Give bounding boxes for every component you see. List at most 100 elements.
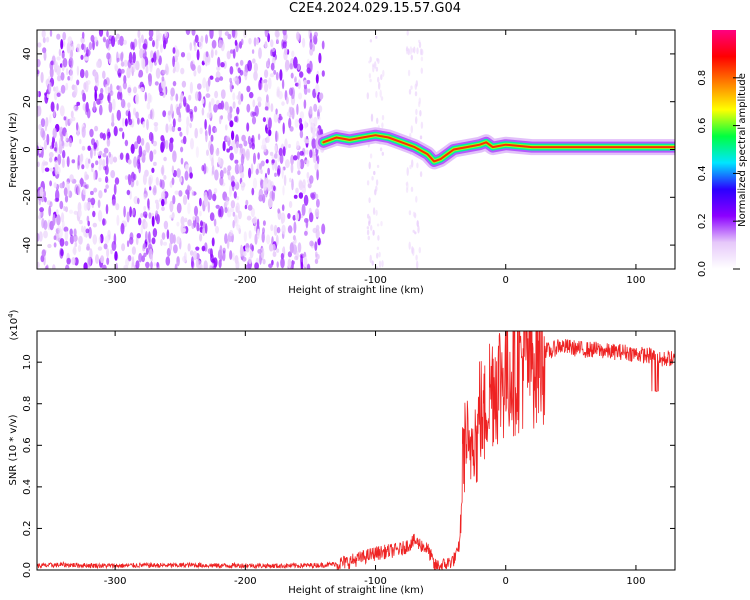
heatmap-cell (286, 111, 290, 117)
heatmap-cell (129, 232, 134, 241)
heatmap-cell (85, 228, 90, 234)
heatmap-cell (193, 44, 197, 52)
heatmap-cell (156, 261, 159, 268)
heatmap-cell (273, 185, 276, 192)
heatmap-cell (109, 83, 113, 93)
heatmap-cell (313, 36, 318, 45)
heatmap-cell (121, 243, 126, 252)
heatmap-cell (409, 164, 412, 170)
heatmap-cell (122, 81, 127, 90)
heatmap-cell (90, 197, 96, 206)
heatmap-cell (41, 218, 45, 229)
snr-y-axis: 0.0 0.2 0.4 0.6 0.8 1.0 (22, 354, 675, 578)
heatmap-cell (229, 250, 233, 260)
heatmap-cell (290, 72, 294, 79)
heatmap-cell (97, 199, 101, 209)
heatmap-cell (142, 58, 146, 70)
heatmap-cell (418, 97, 421, 105)
x-tick-label: -300 (104, 576, 127, 587)
heatmap-cell (239, 144, 243, 154)
heatmap-cell (300, 254, 303, 267)
heatmap-cell (226, 148, 230, 153)
heatmap-cell (88, 42, 93, 51)
heatmap-cell (182, 194, 188, 206)
heatmap-cell (229, 120, 234, 128)
heatmap-cell (280, 212, 286, 224)
heatmap-cell (280, 253, 284, 260)
heatmap-cell (270, 49, 273, 57)
heatmap-cell (37, 145, 40, 157)
heatmap-cell (186, 52, 192, 61)
heatmap-cell (174, 190, 179, 195)
heatmap-cell (43, 139, 48, 150)
heatmap-cell (64, 142, 69, 147)
heatmap-cell (217, 208, 222, 218)
heatmap-cell (201, 98, 205, 104)
heatmap-cell (268, 77, 272, 90)
heatmap-cell (189, 172, 193, 179)
heatmap-cell (226, 209, 232, 218)
heatmap-cell (245, 247, 250, 253)
heatmap-cell (149, 186, 152, 191)
heatmap-cell (93, 170, 96, 181)
heatmap-cell (294, 77, 297, 83)
heatmap-cell (56, 75, 62, 82)
heatmap-cell (316, 155, 320, 165)
heatmap-cell (412, 211, 416, 217)
heatmap-cell (169, 214, 173, 219)
heatmap-cell (420, 121, 424, 129)
heatmap-cell (106, 128, 111, 140)
heatmap-cell (48, 151, 54, 158)
heatmap-cell (207, 248, 213, 254)
heatmap-cell (46, 133, 50, 146)
heatmap-cell (276, 261, 279, 268)
heatmap-cell (161, 191, 166, 200)
heatmap-cell (222, 250, 226, 262)
heatmap-cell (69, 69, 74, 82)
heatmap-cell (275, 108, 278, 115)
heatmap-cell (199, 233, 203, 242)
heatmap-cell (236, 106, 240, 115)
heatmap-cell (52, 213, 56, 226)
heatmap-cell (136, 233, 141, 239)
heatmap-cell (232, 101, 236, 109)
heatmap-cell (296, 159, 301, 171)
heatmap-cell (44, 167, 50, 172)
heatmap-cell (172, 234, 176, 244)
heatmap-cell (176, 106, 181, 116)
colorbar-tick-label: 0.0 (697, 261, 708, 277)
colorbar-tick-label: 0.2 (697, 213, 708, 229)
heatmap-cell (240, 172, 245, 179)
heatmap-cell (160, 238, 163, 247)
heatmap-cell (175, 93, 179, 102)
heatmap-cell (416, 220, 419, 227)
heatmap-cell (277, 165, 281, 175)
heatmap-cell (45, 264, 49, 269)
heatmap-cell (93, 36, 98, 43)
heatmap-cell (368, 73, 372, 79)
heatmap-cell (147, 198, 150, 209)
heatmap-cell (172, 150, 177, 163)
heatmap-cell (237, 210, 242, 220)
heatmap-cell (60, 84, 66, 94)
heatmap-cell (156, 214, 160, 225)
heatmap-cell (165, 256, 171, 266)
heatmap-cell (85, 70, 89, 79)
heatmap-cell (209, 264, 212, 269)
heatmap-cell (86, 243, 90, 251)
snr-panel: -300 -200 -100 0 100 0.0 0.2 0.4 0.6 0.8 1.0 Heig… (7, 309, 676, 596)
heatmap-cell (120, 61, 125, 67)
heatmap-cell (273, 69, 277, 75)
heatmap-cell (120, 223, 125, 235)
heatmap-cell (172, 55, 176, 68)
heatmap-cell (111, 240, 117, 252)
heatmap-cell (73, 104, 76, 111)
heatmap-cell (194, 215, 200, 225)
heatmap-cell (145, 247, 149, 255)
y-tick-label: 40 (22, 48, 33, 61)
heatmap-cell (152, 228, 158, 238)
heatmap-cell (46, 36, 50, 43)
heatmap-cell (418, 41, 422, 49)
heatmap-cell (248, 37, 252, 45)
heatmap-cell (170, 87, 175, 97)
